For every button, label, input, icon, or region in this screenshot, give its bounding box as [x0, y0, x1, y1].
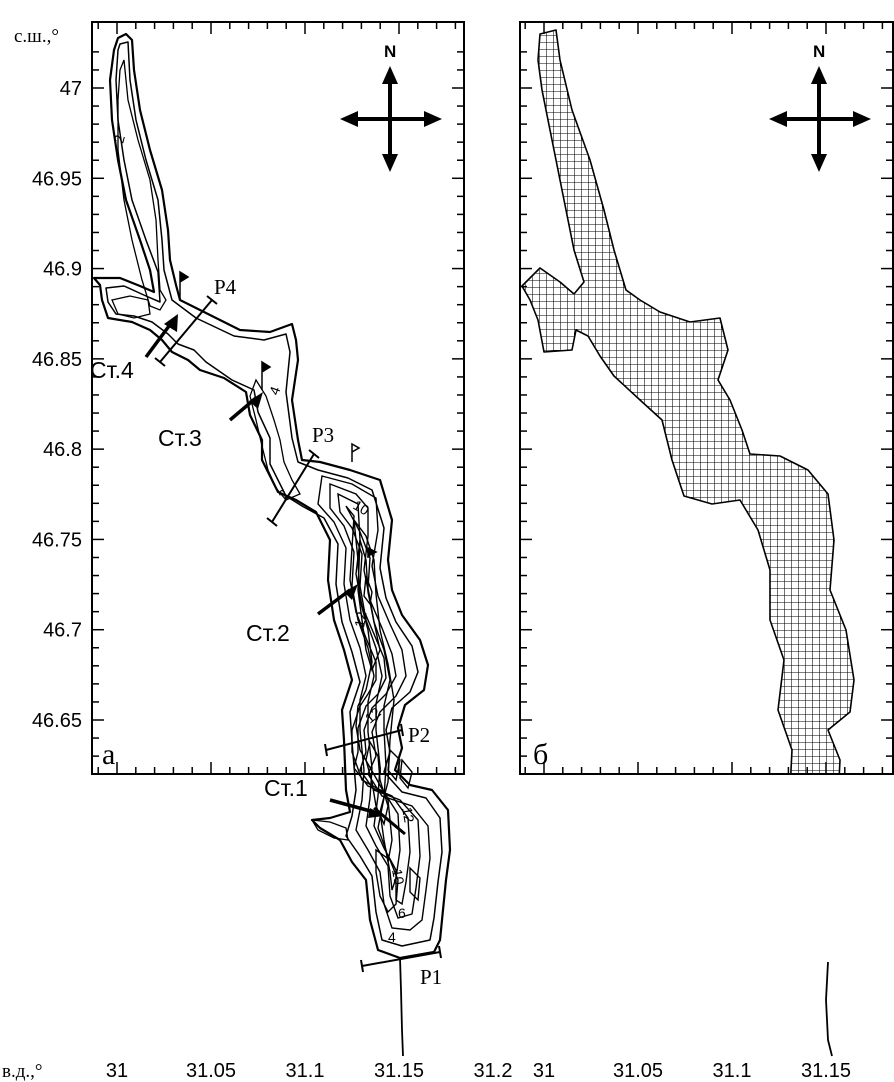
panel-a: Ст.4 Ст.3 Ст.2 Ст.1 Р4 Р3 Р2 Р1 2 4 2 10… — [90, 21, 465, 1057]
lon-tick-label: 31.1 — [286, 1060, 325, 1082]
lat-tick-label: 47 — [60, 78, 82, 100]
station-1-pointer — [373, 806, 406, 836]
north-label: N — [384, 42, 396, 61]
lon-tick-label: 31.15 — [374, 1060, 424, 1082]
station-2-label: Ст.2 — [246, 620, 290, 646]
station-flags — [179, 270, 378, 558]
contour-2m-upper — [117, 59, 167, 311]
profile-p4-label: Р4 — [214, 275, 237, 299]
lat-tick-label: 46.85 — [32, 349, 82, 371]
lat-tick-label: 46.75 — [32, 529, 82, 551]
contour-label: 12 — [399, 806, 417, 824]
panel-a-letter: а — [102, 738, 115, 771]
upper-side-lagoon — [111, 295, 151, 319]
lon-tick-label: 31 — [533, 1060, 555, 1082]
lat-tick-label: 46.9 — [43, 259, 82, 281]
lon-tick-label: 31.05 — [613, 1060, 663, 1082]
computational-grid — [521, 29, 855, 774]
contour-label: 2 — [110, 133, 128, 145]
station-4-label: Ст.4 — [90, 357, 134, 383]
latitude-tick-labels: 47 46.95 46.9 46.85 46.8 46.75 46.7 46.65 — [32, 78, 82, 732]
contour-label: 6 — [398, 905, 406, 921]
north-arrow-icon — [340, 66, 442, 172]
lon-tick-label: 31.15 — [801, 1060, 851, 1082]
contour-label: 4 — [388, 929, 396, 945]
lon-unit-label: в.д.,° — [2, 1061, 43, 1082]
profile-lines — [154, 295, 442, 973]
computational-grid-mesh — [521, 29, 855, 774]
panel-b-frame — [519, 21, 894, 775]
panel-a-frame — [91, 21, 465, 775]
side-lagoon — [310, 819, 349, 841]
outflow-channel — [399, 957, 404, 1057]
profile-p1-label: Р1 — [420, 965, 442, 989]
north-label-b: N — [813, 42, 825, 61]
lat-unit-label: с.ш.,° — [14, 26, 59, 47]
lon-tick-label: 31.05 — [186, 1060, 236, 1082]
depth-contours-lower — [317, 475, 431, 931]
contour-2m-middle — [249, 378, 301, 501]
panel-a-ticks — [92, 22, 464, 774]
lon-tick-label: 31 — [106, 1060, 128, 1082]
lat-tick-label: 46.8 — [43, 439, 82, 461]
contour-label: 12 — [351, 610, 369, 628]
profile-p3-label: Р3 — [312, 423, 334, 447]
panel-b-letter: б — [533, 738, 548, 771]
lon-tick-label: 31.2 — [474, 1060, 513, 1082]
contour-label: 10 — [351, 497, 373, 519]
lat-tick-label: 46.95 — [32, 168, 82, 190]
station-3-label: Ст.3 — [158, 425, 202, 451]
north-arrow-b-icon — [769, 66, 871, 172]
panel-b-ticks — [520, 22, 893, 774]
panel-b: N б — [519, 21, 894, 1057]
lat-tick-label: 46.7 — [43, 620, 82, 642]
lon-tick-label: 31.1 — [713, 1060, 752, 1082]
estuary-shoreline — [92, 32, 452, 960]
contour-label: 4 — [266, 384, 284, 397]
station-1-label: Ст.1 — [264, 775, 308, 801]
station-arrows — [144, 314, 384, 818]
contour-label: 10 — [389, 868, 407, 886]
lat-tick-label: 46.65 — [32, 710, 82, 732]
outflow-channel-b — [825, 961, 833, 1057]
profile-p2-label: Р2 — [408, 723, 430, 747]
